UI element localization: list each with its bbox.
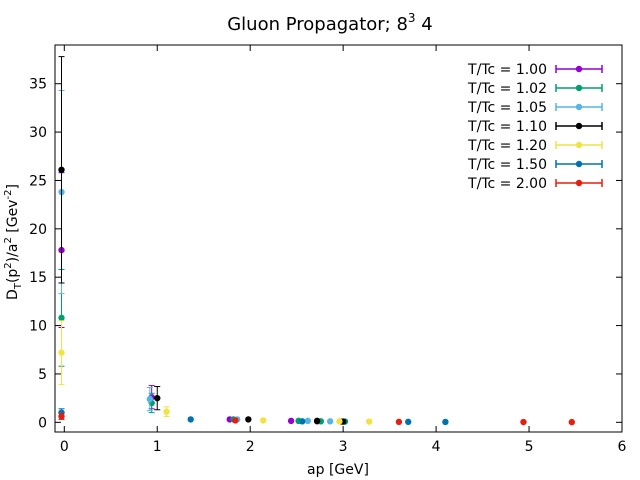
- data-point: [146, 395, 154, 403]
- data-point: [232, 417, 239, 424]
- data-point: [187, 416, 194, 423]
- series-4: [58, 56, 347, 425]
- y-tick-label: 30: [29, 125, 47, 141]
- legend-label: T/Tc = 1.00: [467, 62, 547, 78]
- data-point: [313, 417, 321, 425]
- data-point: [299, 418, 306, 425]
- y-tick-label: 15: [29, 270, 47, 286]
- data-point: [326, 418, 334, 425]
- x-tick-label: 4: [432, 439, 441, 455]
- data-point: [260, 417, 267, 424]
- legend-marker: [575, 65, 583, 73]
- data-point: [245, 416, 252, 423]
- legend-label: T/Tc = 1.50: [467, 157, 547, 173]
- y-tick-label: 20: [29, 222, 47, 238]
- plot-frame: [54, 44, 623, 433]
- data-point: [304, 417, 312, 425]
- y-label-part: -2: [3, 190, 14, 200]
- y-label-part: [Gev: [5, 200, 21, 238]
- y-label-part: 2: [3, 237, 14, 243]
- series-7: [58, 413, 576, 426]
- y-tick-label: 35: [29, 77, 47, 93]
- data-point: [568, 418, 576, 426]
- legend-marker: [575, 84, 583, 92]
- data-marks: [58, 56, 576, 426]
- data-point: [520, 418, 527, 426]
- legend-marker: [575, 160, 583, 168]
- data-point: [154, 394, 161, 402]
- y-label-part: 2: [3, 262, 14, 268]
- data-point: [395, 418, 403, 426]
- data-point: [336, 418, 343, 425]
- data-point: [287, 417, 295, 425]
- axis-ticks: [55, 45, 623, 432]
- legend-marker: [575, 103, 583, 111]
- x-tick-label: 0: [60, 439, 69, 455]
- data-point: [365, 418, 373, 425]
- legend-label: T/Tc = 1.10: [467, 119, 547, 135]
- y-label-part: D: [5, 289, 21, 300]
- data-point: [442, 418, 449, 426]
- data-point: [58, 166, 65, 174]
- series-5: [58, 320, 373, 425]
- x-tick-label: 3: [339, 439, 348, 455]
- legend-marker: [575, 179, 583, 187]
- y-label-part: T: [13, 282, 24, 290]
- y-label-part: ]: [5, 184, 21, 189]
- legend-label: T/Tc = 1.20: [467, 138, 547, 154]
- legend-marker: [575, 122, 583, 130]
- data-point: [58, 349, 65, 356]
- y-tick-label: 5: [38, 367, 47, 383]
- x-tick-label: 2: [246, 439, 255, 455]
- y-tick-label: 25: [29, 173, 47, 189]
- data-point: [58, 314, 65, 322]
- x-tick-label: 5: [525, 439, 534, 455]
- tick-labels: 0 1 2 3 4 5 6 0 5 10 15 20 25 30 35: [29, 77, 626, 455]
- series-6: [58, 408, 449, 426]
- data-point: [58, 413, 65, 420]
- series-1: [58, 172, 345, 425]
- x-tick-label: 6: [618, 439, 627, 455]
- x-axis-label: ap [GeV]: [307, 462, 369, 478]
- y-label-part: )/a: [5, 244, 21, 263]
- legend: T/Tc = 1.00 T/Tc = 1.02 T/Tc = 1.05 T/Tc = …: [467, 62, 603, 192]
- legend-label: T/Tc = 1.05: [467, 100, 547, 116]
- y-tick-label: 10: [29, 319, 47, 335]
- chart-title: Gluon Propagator; 83 4: [227, 11, 433, 35]
- series-3: [58, 89, 334, 425]
- legend-label: T/Tc = 2.00: [467, 176, 547, 192]
- y-tick-label: 0: [38, 415, 47, 431]
- data-point: [405, 418, 412, 426]
- y-label-part: (p: [5, 269, 21, 283]
- data-point: [163, 408, 170, 415]
- legend-label: T/Tc = 1.02: [467, 81, 547, 97]
- legend-marker: [575, 141, 583, 149]
- y-axis-label: DT(p2)/a2 [Gev-2]: [3, 184, 24, 300]
- x-tick-label: 1: [153, 439, 162, 455]
- series-2: [58, 268, 349, 425]
